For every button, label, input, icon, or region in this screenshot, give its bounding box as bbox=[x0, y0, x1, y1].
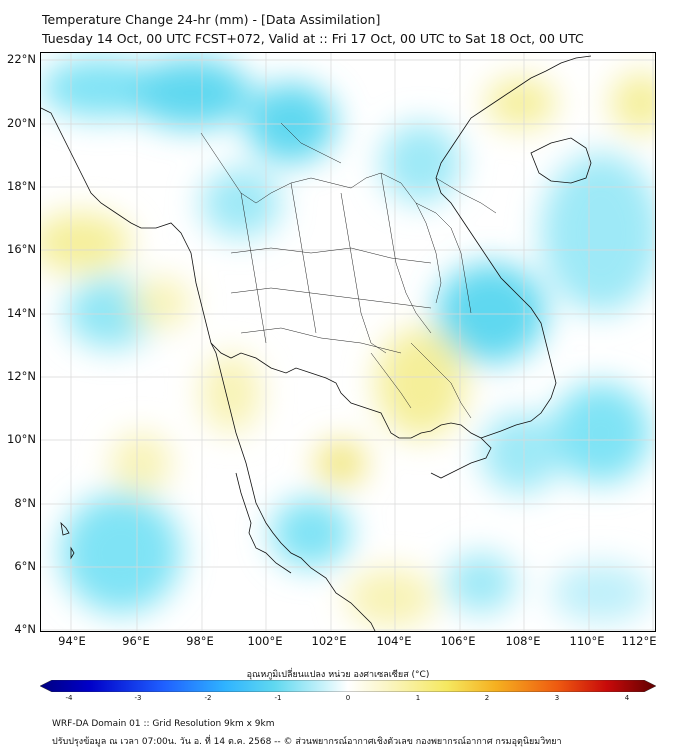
lon-label: 96°E bbox=[122, 634, 150, 648]
footer-credit: ปรับปรุงข้อมูล ณ เวลา 07:00น. วัน อ. ที่… bbox=[52, 737, 562, 747]
map-title: Temperature Change 24-hr (mm) - [Data As… bbox=[42, 12, 381, 27]
colorbar-tick: 4 bbox=[624, 694, 630, 702]
lon-label: 110°E bbox=[569, 634, 605, 648]
lon-label: 98°E bbox=[186, 634, 214, 648]
lon-label: 112°E bbox=[621, 634, 657, 648]
lon-label: 100°E bbox=[247, 634, 283, 648]
coastlines bbox=[41, 55, 592, 631]
colorbar bbox=[40, 680, 656, 692]
map-panel[interactable] bbox=[40, 52, 656, 632]
lat-label: 18°N bbox=[7, 179, 36, 193]
footer-model-info: WRF-DA Domain 01 :: Grid Resolution 9km … bbox=[52, 719, 275, 729]
lat-label: 16°N bbox=[7, 242, 36, 256]
lon-label: 108°E bbox=[505, 634, 541, 648]
lat-label: 22°N bbox=[7, 52, 36, 66]
lat-label: 10°N bbox=[7, 432, 36, 446]
colorbar-tick: 3 bbox=[554, 694, 560, 702]
lat-label: 20°N bbox=[7, 116, 36, 130]
lat-label: 8°N bbox=[14, 496, 36, 510]
admin-borders bbox=[200, 122, 497, 419]
map-subtitle: Tuesday 14 Oct, 00 UTC FCST+072, Valid a… bbox=[42, 31, 584, 46]
colorbar-tick: -3 bbox=[134, 694, 142, 702]
colorbar-tick: 0 bbox=[345, 694, 351, 702]
lat-label: 4°N bbox=[14, 622, 36, 636]
map-canvas bbox=[41, 53, 655, 631]
colorbar-title: อุณหภูมิเปลี่ยนแปลง หน่วย องศาเซลเซียส (… bbox=[246, 670, 430, 680]
lat-label: 12°N bbox=[7, 369, 36, 383]
colorbar-tick: -2 bbox=[204, 694, 212, 702]
lat-label: 6°N bbox=[14, 559, 36, 573]
lon-label: 102°E bbox=[311, 634, 347, 648]
colorbar-tick: -1 bbox=[274, 694, 282, 702]
colorbar-tick: -4 bbox=[65, 694, 73, 702]
colorbar-tick: 1 bbox=[415, 694, 421, 702]
lon-label: 104°E bbox=[376, 634, 412, 648]
lon-label: 94°E bbox=[58, 634, 86, 648]
lat-label: 14°N bbox=[7, 306, 36, 320]
colorbar-tick: 2 bbox=[484, 694, 490, 702]
lon-label: 106°E bbox=[440, 634, 476, 648]
